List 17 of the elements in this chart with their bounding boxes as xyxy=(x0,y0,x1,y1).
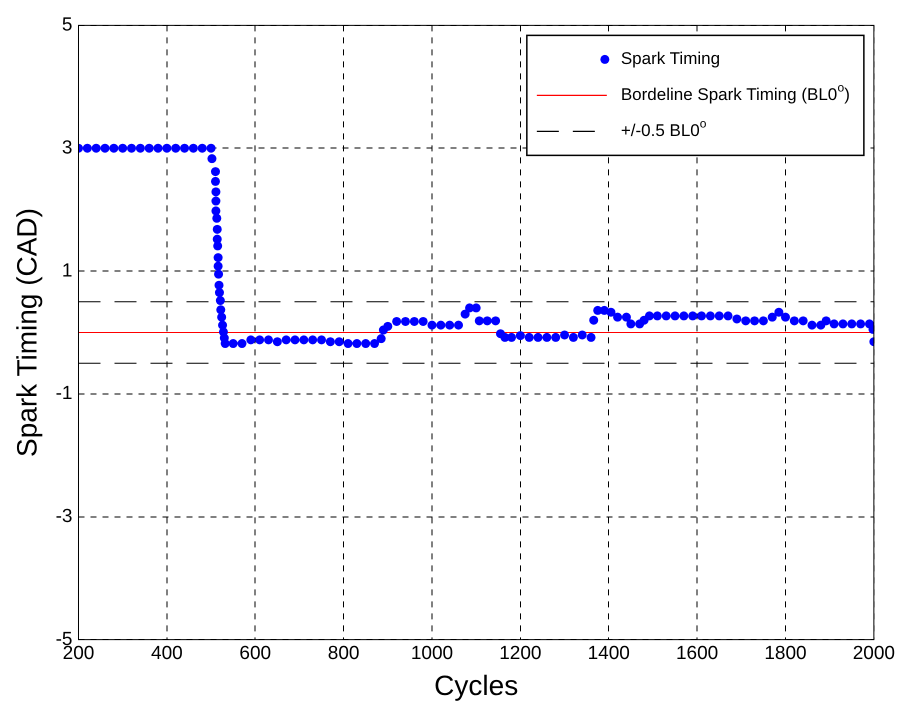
y-tick-label: 5 xyxy=(62,14,72,36)
y-tick-label: -1 xyxy=(56,383,72,404)
x-tick-label: 600 xyxy=(239,643,272,664)
y-axis-title: Spark Timing (CAD) xyxy=(12,208,43,457)
x-tick-label: 1000 xyxy=(410,643,454,664)
x-tick-label: 1800 xyxy=(764,643,807,664)
x-tick-label: 2000 xyxy=(852,643,896,664)
y-tick-label: 1 xyxy=(62,260,72,282)
y-tick-label: -3 xyxy=(56,506,72,527)
x-tick-label: 400 xyxy=(151,643,183,664)
y-tick-label: 3 xyxy=(62,137,72,158)
legend-label: Spark Timing xyxy=(620,49,720,68)
x-tick-label: 800 xyxy=(328,643,360,664)
x-tick-label: 1400 xyxy=(588,643,630,664)
x-tick-label: 1600 xyxy=(676,643,718,664)
x-axis-title: Cycles xyxy=(434,670,518,701)
x-tick-label: 1200 xyxy=(499,643,542,664)
